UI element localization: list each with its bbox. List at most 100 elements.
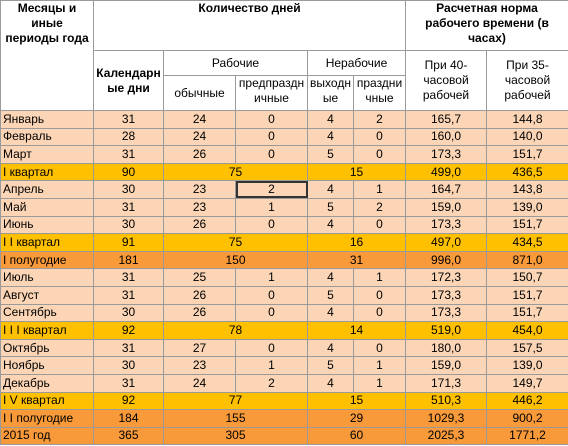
cell: 31 [93, 338, 164, 358]
cell: 77 [163, 391, 308, 411]
cell: 1 [353, 373, 406, 393]
cell: 0 [235, 127, 308, 147]
cell: 25 [163, 268, 236, 287]
row-label: Ноябрь [0, 356, 94, 375]
cell: 0 [235, 145, 308, 164]
table-row: Октябрь 31 27 0 4 0 180,0 157,5 [0, 338, 568, 358]
cell: 150 [163, 250, 308, 270]
cell: 164,7 [405, 180, 487, 199]
cell: 436,5 [486, 162, 568, 182]
cell: 151,7 [486, 303, 568, 323]
table-row: Август 31 26 0 5 0 173,3 151,7 [0, 285, 568, 305]
cell: 5 [307, 197, 354, 217]
cell: 4 [307, 180, 354, 199]
cell: 0 [353, 338, 406, 358]
cell: 151,7 [486, 285, 568, 305]
row-label: I I квартал [0, 233, 94, 252]
cell: 4 [307, 127, 354, 147]
row-label: Декабрь [0, 373, 94, 393]
cell: 180,0 [405, 338, 487, 358]
cell: 31 [93, 145, 164, 164]
row-label: Сентябрь [0, 303, 94, 323]
row-label: Февраль [0, 127, 94, 147]
cell: 150,7 [486, 268, 568, 287]
cell: 181 [93, 250, 164, 270]
cell: 31 [93, 285, 164, 305]
row-label: I полугодие [0, 250, 94, 270]
cell: 30 [93, 356, 164, 375]
table-row: Февраль 28 24 0 4 0 160,0 140,0 [0, 127, 568, 147]
days-header: Количество дней [93, 0, 406, 51]
cell: 1 [235, 197, 308, 217]
row-label: Октябрь [0, 338, 94, 358]
row-label: Август [0, 285, 94, 305]
cell: 365 [93, 426, 164, 446]
table-body: Январь 31 24 0 4 2 165,7 144,8 Февраль 28 24 0 4 0 160… [0, 110, 568, 446]
cell: 1 [353, 180, 406, 199]
cell: 5 [307, 356, 354, 375]
table-row: Июль 31 25 1 4 1 172,3 150,7 [0, 268, 568, 287]
cell: 446,2 [486, 391, 568, 411]
row-label: I V квартал [0, 391, 94, 411]
cell: 0 [235, 110, 308, 129]
cell: 0 [235, 215, 308, 235]
row-label: I квартал [0, 162, 94, 182]
cell: 4 [307, 373, 354, 393]
cell: 1 [235, 356, 308, 375]
cell: 29 [307, 409, 406, 428]
cell: 92 [93, 391, 164, 411]
cell: 139,0 [486, 197, 568, 217]
table-row: I I I квартал 92 78 14 519,0 454,0 [0, 321, 568, 340]
table-row: I I полугодие 184 155 29 1029,3 900,2 [0, 409, 568, 428]
cell: 144,8 [486, 110, 568, 129]
cell: 75 [163, 233, 308, 252]
cell: 2 [353, 110, 406, 129]
cell: 14 [307, 321, 406, 340]
cell: 23 [163, 197, 236, 217]
cell: 155 [163, 409, 308, 428]
cell: 31 [93, 268, 164, 287]
cell: 143,8 [486, 180, 568, 199]
cell: 173,3 [405, 303, 487, 323]
cell: 1 [353, 356, 406, 375]
cell: 173,3 [405, 145, 487, 164]
norm-header: Расчетная норма рабочего времени (в часа… [405, 0, 568, 51]
cell: 2 [235, 373, 308, 393]
cell: 0 [353, 285, 406, 305]
cell: 2 [235, 180, 308, 199]
row-label: Март [0, 145, 94, 164]
row-label: Июнь [0, 215, 94, 235]
cell: 16 [307, 233, 406, 252]
cell: 0 [353, 145, 406, 164]
cell: 2025,3 [405, 426, 487, 446]
cell: 157,5 [486, 338, 568, 358]
cell: 27 [163, 338, 236, 358]
cell: 165,7 [405, 110, 487, 129]
cell: 996,0 [405, 250, 487, 270]
cell: 31 [307, 250, 406, 270]
table-row: Ноябрь 30 23 1 5 1 159,0 139,0 [0, 356, 568, 375]
cell: 0 [235, 338, 308, 358]
holiday-header: праздничные [353, 75, 406, 111]
cell: 26 [163, 145, 236, 164]
cell: 31 [93, 373, 164, 393]
cell: 1 [353, 268, 406, 287]
cell: 90 [93, 162, 164, 182]
cell: 173,3 [405, 215, 487, 235]
cell: 4 [307, 215, 354, 235]
cell: 15 [307, 162, 406, 182]
cell: 149,7 [486, 373, 568, 393]
cell: 434,5 [486, 233, 568, 252]
cell: 454,0 [486, 321, 568, 340]
cell: 30 [93, 180, 164, 199]
row-label: 2015 год [0, 426, 94, 446]
cell: 0 [235, 285, 308, 305]
cell: 4 [307, 338, 354, 358]
cell: 160,0 [405, 127, 487, 147]
cell: 28 [93, 127, 164, 147]
cell: 60 [307, 426, 406, 446]
cell: 26 [163, 303, 236, 323]
cell: 15 [307, 391, 406, 411]
cell: 24 [163, 127, 236, 147]
cell: 172,3 [405, 268, 487, 287]
